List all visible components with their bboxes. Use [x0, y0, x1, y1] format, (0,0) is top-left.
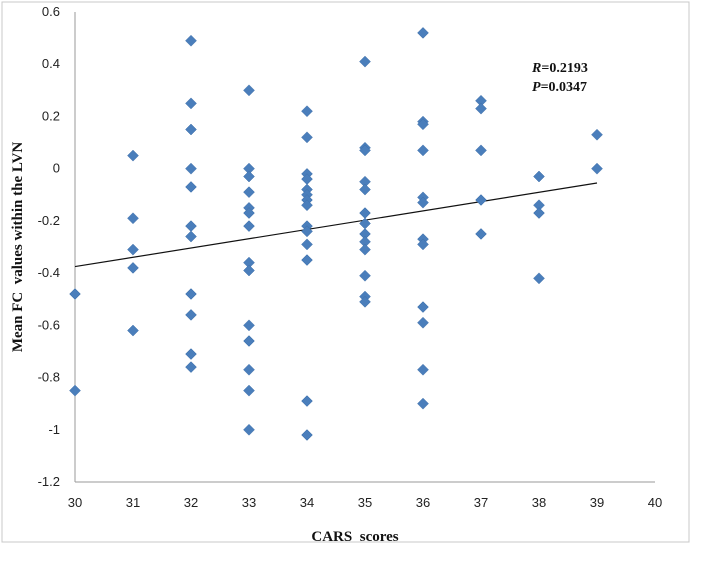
data-point — [243, 170, 255, 183]
data-point — [475, 194, 487, 206]
data-point — [533, 207, 545, 219]
data-point — [417, 363, 429, 376]
y-tick-label: 0 — [53, 161, 60, 176]
y-tick-label: -1.2 — [38, 474, 60, 489]
x-tick-label: 37 — [474, 495, 488, 510]
y-tick-label: -1 — [48, 422, 60, 437]
data-point — [359, 144, 371, 157]
y-tick-label: 0.6 — [42, 4, 60, 19]
data-point — [475, 144, 487, 157]
data-point — [243, 423, 255, 436]
data-point — [243, 335, 255, 347]
data-point — [69, 384, 81, 397]
data-point — [185, 361, 197, 373]
data-point — [185, 230, 197, 243]
data-point — [185, 181, 197, 193]
data-point — [69, 288, 81, 300]
x-tick-label: 32 — [184, 495, 198, 510]
x-tick-label: 30 — [68, 495, 82, 510]
data-point — [127, 149, 139, 162]
data-point — [243, 264, 255, 277]
data-point — [359, 183, 371, 196]
data-point — [359, 243, 371, 256]
data-point — [301, 225, 313, 238]
p-annotation-label: P — [532, 80, 541, 95]
y-tick-label: -0.6 — [38, 317, 60, 332]
data-point — [185, 162, 197, 175]
chart-frame — [1, 1, 690, 543]
data-point — [533, 272, 545, 285]
x-tick-label: 39 — [590, 495, 604, 510]
data-point — [591, 128, 603, 141]
x-tick-label: 34 — [300, 495, 314, 510]
x-tick-label: 36 — [416, 495, 430, 510]
x-tick-label: 31 — [126, 495, 140, 510]
data-points — [69, 27, 603, 441]
data-point — [243, 363, 255, 376]
x-tick-label: 38 — [532, 495, 546, 510]
data-point — [359, 295, 371, 308]
y-tick-label: -0.2 — [38, 213, 60, 228]
data-point — [127, 324, 139, 337]
p-annotation: P=0.0347 — [532, 80, 587, 95]
trend-line — [74, 182, 598, 268]
data-point — [127, 243, 139, 256]
data-point — [185, 288, 197, 300]
data-point — [185, 123, 197, 136]
data-point — [475, 102, 487, 115]
data-point — [127, 212, 139, 225]
data-point — [301, 395, 313, 407]
data-point — [359, 207, 371, 219]
x-tick-label: 33 — [242, 495, 256, 510]
x-tick-labels: 30 31 32 33 34 35 36 37 38 39 40 — [68, 495, 662, 510]
y-axis-title: Mean FC values within the LVN — [10, 142, 26, 352]
y-tick-label: 0.4 — [42, 56, 60, 71]
r-annotation: R=0.2193 — [531, 61, 588, 76]
data-point — [301, 238, 313, 251]
data-point — [243, 207, 255, 219]
data-point — [417, 238, 429, 251]
data-point — [243, 319, 255, 332]
data-point — [301, 199, 313, 212]
data-point — [301, 105, 313, 118]
data-point — [243, 186, 255, 199]
data-point — [243, 84, 255, 97]
y-tick-label: -0.8 — [38, 370, 60, 385]
data-point — [359, 269, 371, 282]
y-tick-label: 0.2 — [42, 108, 60, 123]
data-point — [417, 301, 429, 313]
x-tick-label: 40 — [648, 495, 662, 510]
data-point — [243, 384, 255, 397]
data-point — [127, 262, 139, 274]
data-point — [533, 170, 545, 183]
data-point — [417, 144, 429, 157]
r-annotation-value: =0.2193 — [541, 61, 587, 76]
p-annotation-value: =0.0347 — [541, 80, 587, 95]
data-point — [185, 348, 197, 360]
data-point — [475, 228, 487, 240]
data-point — [591, 162, 603, 175]
data-point — [243, 220, 255, 232]
data-point — [301, 254, 313, 266]
data-point — [301, 429, 313, 441]
r-annotation-label: R — [531, 61, 541, 76]
data-point — [417, 196, 429, 209]
data-point — [185, 97, 197, 110]
y-tick-label: -0.4 — [38, 265, 60, 280]
data-point — [417, 27, 429, 39]
data-point — [359, 55, 371, 68]
data-point — [417, 316, 429, 329]
data-point — [185, 309, 197, 321]
x-tick-label: 35 — [358, 495, 372, 510]
data-point — [185, 220, 197, 232]
data-point — [417, 397, 429, 410]
y-tick-labels: 0.6 0.4 0.2 0 -0.2 -0.4 -0.6 -0.8 -1 -1.2 — [38, 4, 60, 489]
x-axis-title: CARS scores — [311, 529, 398, 545]
data-point — [417, 118, 429, 131]
data-point — [185, 34, 197, 47]
data-point — [301, 131, 313, 144]
